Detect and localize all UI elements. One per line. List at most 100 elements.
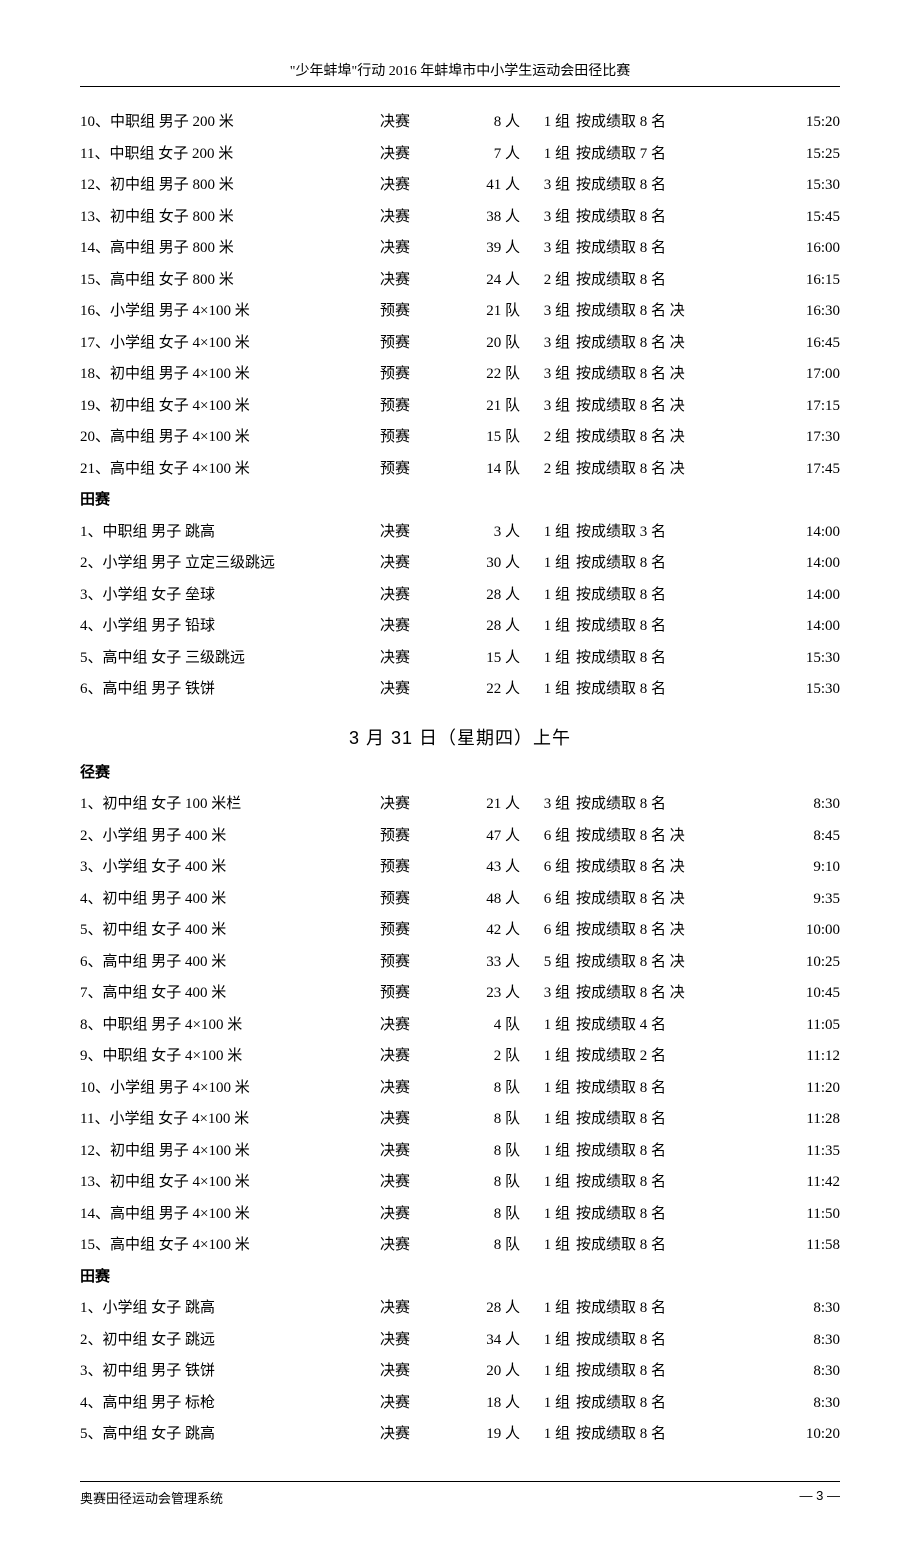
groups-cell: 1 组 [520,1419,570,1451]
rule-cell: 按成绩取 8 名 [570,1293,730,1325]
stage-cell: 预赛 [380,391,440,423]
rule-cell: 按成绩取 8 名 决 [570,454,730,486]
rule-cell: 按成绩取 8 名 [570,1230,730,1262]
time-cell: 10:25 [730,947,840,979]
rule-cell: 按成绩取 8 名 决 [570,852,730,884]
event-cell: 2、小学组 男子 立定三级跳远 [80,548,380,580]
stage-cell: 决赛 [380,1167,440,1199]
count-cell: 8 队 [440,1073,520,1105]
schedule-row: 20、高中组 男子 4×100 米预赛15 队2 组按成绩取 8 名 决17:3… [80,422,840,454]
count-cell: 15 队 [440,422,520,454]
schedule-row: 16、小学组 男子 4×100 米预赛21 队3 组按成绩取 8 名 决16:3… [80,296,840,328]
stage-cell: 预赛 [380,884,440,916]
schedule-row: 5、初中组 女子 400 米预赛42 人6 组按成绩取 8 名 决10:00 [80,915,840,947]
footer-page-number: — 3 — [800,1488,840,1507]
groups-cell: 1 组 [520,1104,570,1136]
event-cell: 17、小学组 女子 4×100 米 [80,328,380,360]
event-cell: 13、初中组 女子 800 米 [80,202,380,234]
count-cell: 41 人 [440,170,520,202]
rule-cell: 按成绩取 8 名 [570,265,730,297]
schedule-row: 17、小学组 女子 4×100 米预赛20 队3 组按成绩取 8 名 决16:4… [80,328,840,360]
content-area: 10、中职组 男子 200 米决赛8 人1 组按成绩取 8 名15:2011、中… [80,107,840,1451]
rule-cell: 按成绩取 8 名 [570,548,730,580]
schedule-row: 11、中职组 女子 200 米决赛7 人1 组按成绩取 7 名15:25 [80,139,840,171]
stage-cell: 决赛 [380,580,440,612]
time-cell: 11:12 [730,1041,840,1073]
count-cell: 20 人 [440,1356,520,1388]
groups-cell: 1 组 [520,1073,570,1105]
schedule-row: 1、初中组 女子 100 米栏决赛21 人3 组按成绩取 8 名8:30 [80,789,840,821]
count-cell: 28 人 [440,580,520,612]
groups-cell: 1 组 [520,1167,570,1199]
count-cell: 23 人 [440,978,520,1010]
schedule-row: 15、高中组 女子 800 米决赛24 人2 组按成绩取 8 名16:15 [80,265,840,297]
rule-cell: 按成绩取 8 名 [570,643,730,675]
time-cell: 14:00 [730,517,840,549]
time-cell: 15:25 [730,139,840,171]
groups-cell: 1 组 [520,580,570,612]
count-cell: 14 队 [440,454,520,486]
schedule-row: 5、高中组 女子 跳高决赛19 人1 组按成绩取 8 名10:20 [80,1419,840,1451]
time-cell: 11:20 [730,1073,840,1105]
count-cell: 3 人 [440,517,520,549]
stage-cell: 决赛 [380,265,440,297]
stage-cell: 决赛 [380,1010,440,1042]
schedule-row: 13、初中组 女子 800 米决赛38 人3 组按成绩取 8 名15:45 [80,202,840,234]
rule-cell: 按成绩取 8 名 [570,1356,730,1388]
rule-cell: 按成绩取 7 名 [570,139,730,171]
time-cell: 9:35 [730,884,840,916]
groups-cell: 6 组 [520,884,570,916]
event-cell: 4、高中组 男子 标枪 [80,1388,380,1420]
schedule-row: 3、初中组 男子 铁饼决赛20 人1 组按成绩取 8 名8:30 [80,1356,840,1388]
time-cell: 17:30 [730,422,840,454]
stage-cell: 决赛 [380,1419,440,1451]
stage-cell: 预赛 [380,359,440,391]
count-cell: 20 队 [440,328,520,360]
event-cell: 11、小学组 女子 4×100 米 [80,1104,380,1136]
groups-cell: 6 组 [520,915,570,947]
groups-cell: 1 组 [520,548,570,580]
schedule-row: 6、高中组 男子 400 米预赛33 人5 组按成绩取 8 名 决10:25 [80,947,840,979]
rule-cell: 按成绩取 8 名 [570,1388,730,1420]
rule-cell: 按成绩取 8 名 [570,170,730,202]
stage-cell: 决赛 [380,202,440,234]
count-cell: 8 队 [440,1104,520,1136]
event-cell: 10、中职组 男子 200 米 [80,107,380,139]
event-cell: 7、高中组 女子 400 米 [80,978,380,1010]
groups-cell: 1 组 [520,1041,570,1073]
rule-cell: 按成绩取 8 名 决 [570,391,730,423]
groups-cell: 2 组 [520,454,570,486]
date-header: 3 月 31 日（星期四）上午 [80,724,840,750]
rule-cell: 按成绩取 8 名 [570,1199,730,1231]
event-cell: 19、初中组 女子 4×100 米 [80,391,380,423]
rule-cell: 按成绩取 8 名 [570,611,730,643]
event-cell: 4、初中组 男子 400 米 [80,884,380,916]
schedule-row: 6、高中组 男子 铁饼决赛22 人1 组按成绩取 8 名15:30 [80,674,840,706]
page-footer: 奥赛田径运动会管理系统 — 3 — [80,1481,840,1507]
event-cell: 1、小学组 女子 跳高 [80,1293,380,1325]
rule-cell: 按成绩取 8 名 决 [570,915,730,947]
rule-cell: 按成绩取 8 名 决 [570,884,730,916]
groups-cell: 1 组 [520,611,570,643]
schedule-row: 12、初中组 男子 4×100 米决赛8 队1 组按成绩取 8 名11:35 [80,1136,840,1168]
rule-cell: 按成绩取 8 名 决 [570,947,730,979]
event-cell: 6、高中组 男子 400 米 [80,947,380,979]
groups-cell: 1 组 [520,1356,570,1388]
rule-cell: 按成绩取 8 名 [570,674,730,706]
rule-cell: 按成绩取 8 名 决 [570,821,730,853]
stage-cell: 决赛 [380,1325,440,1357]
stage-cell: 决赛 [380,1230,440,1262]
groups-cell: 5 组 [520,947,570,979]
count-cell: 15 人 [440,643,520,675]
schedule-row: 2、小学组 男子 400 米预赛47 人6 组按成绩取 8 名 决8:45 [80,821,840,853]
count-cell: 24 人 [440,265,520,297]
count-cell: 43 人 [440,852,520,884]
event-cell: 5、初中组 女子 400 米 [80,915,380,947]
event-cell: 3、小学组 女子 垒球 [80,580,380,612]
stage-cell: 预赛 [380,422,440,454]
rule-cell: 按成绩取 8 名 [570,1104,730,1136]
stage-cell: 预赛 [380,915,440,947]
groups-cell: 1 组 [520,1230,570,1262]
count-cell: 38 人 [440,202,520,234]
groups-cell: 3 组 [520,391,570,423]
